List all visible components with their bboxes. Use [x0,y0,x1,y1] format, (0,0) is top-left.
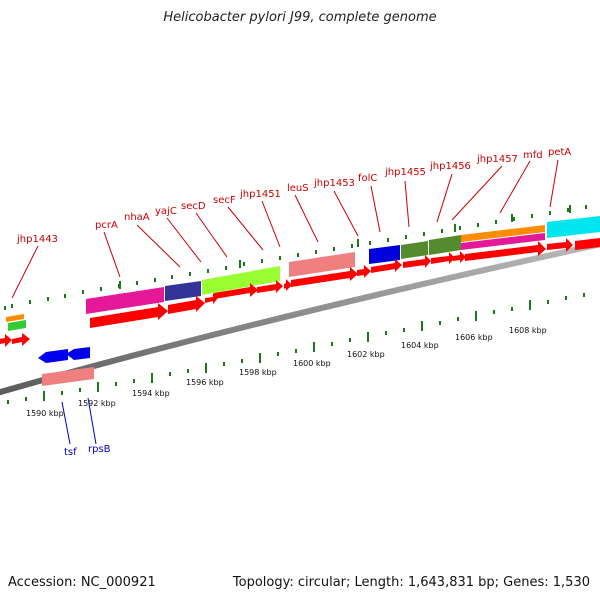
topology-text: Topology: circular; Length: 1,643,831 bp… [232,575,590,590]
cds-arrow [403,255,431,268]
accession-text: Accession: NC_000921 [8,575,156,590]
scale-label: 1600 kbp [293,359,331,368]
reverse-gene-labels [61,397,97,445]
scale-label: 1590 kbp [26,409,64,418]
gene-label: secF [213,195,236,206]
forward-gene-labels [11,159,559,299]
feature-block [202,266,280,295]
gene-label: pcrA [95,220,118,231]
map-title: Helicobacter pylori J99, complete genome [163,10,437,25]
reverse-gene-label-text: tsf rpsB [64,444,111,458]
feature-block [547,216,600,238]
scale-label: 1602 kbp [347,350,385,359]
feature-block [429,235,461,255]
cds-arrow [214,283,258,299]
gene-label: jhp1451 [239,189,281,200]
gene-label: jhp1457 [476,154,518,165]
cds-arrow [371,259,402,273]
scale-label: 1592 kbp [78,399,116,408]
feature-block [42,367,94,386]
gene-label: leuS [287,183,309,194]
cds-arrow [291,267,358,287]
cds-arrow [575,238,600,250]
feature-block [461,225,545,242]
cds-arrow [547,238,573,252]
cds-arrow [90,303,168,328]
gene-label: yajC [155,206,177,217]
feature-block [289,252,355,277]
outer-tick-track [4,205,587,310]
feature-block [369,245,400,264]
cds-arrow [66,347,90,360]
cds-arrow [453,251,466,263]
gene-label: tsf [64,447,77,458]
cds-arrow [284,279,292,291]
gene-label: secD [181,201,206,212]
cds-arrows-forward [0,238,600,347]
gene-label: jhp1443 [16,234,58,245]
feature-block [461,233,545,250]
gene-label: jhp1456 [429,161,471,172]
feature-block [8,320,26,331]
gene-label: rpsB [88,444,111,455]
feature-block [86,287,164,314]
scale-label: 1608 kbp [509,326,547,335]
scale-label: 1596 kbp [186,378,224,387]
cds-arrow [38,349,68,363]
cds-arrows-reverse [38,347,90,363]
cds-arrow [0,334,12,347]
cds-arrow [357,265,371,278]
cds-arrow [12,333,30,346]
feature-block [401,241,428,259]
gene-label: jhp1453 [313,178,355,189]
cds-arrow [168,296,205,314]
scale-label: 1594 kbp [132,389,170,398]
gene-label: mfd [523,150,543,161]
cds-arrow [465,241,546,261]
scale-label: 1606 kbp [455,333,493,342]
inner-tick-track [7,293,585,404]
gene-label: jhp1455 [384,167,426,178]
scale-label: 1604 kbp [401,341,439,350]
gene-label: petA [548,147,571,158]
feature-block [165,281,201,301]
scale-labels: 1590 kbp 1592 kbp 1594 kbp 1596 kbp 1598… [26,326,547,418]
forward-gene-label-text: jhp1443 pcrA nhaA yajC secD secF jhp1451… [16,147,571,245]
cds-arrow [257,280,283,293]
scale-label: 1598 kbp [239,368,277,377]
cds-arrow [431,252,455,264]
feature-block [6,314,24,322]
gene-label: folC [358,173,377,184]
gene-label: nhaA [124,212,150,223]
feature-blocks [6,216,600,386]
